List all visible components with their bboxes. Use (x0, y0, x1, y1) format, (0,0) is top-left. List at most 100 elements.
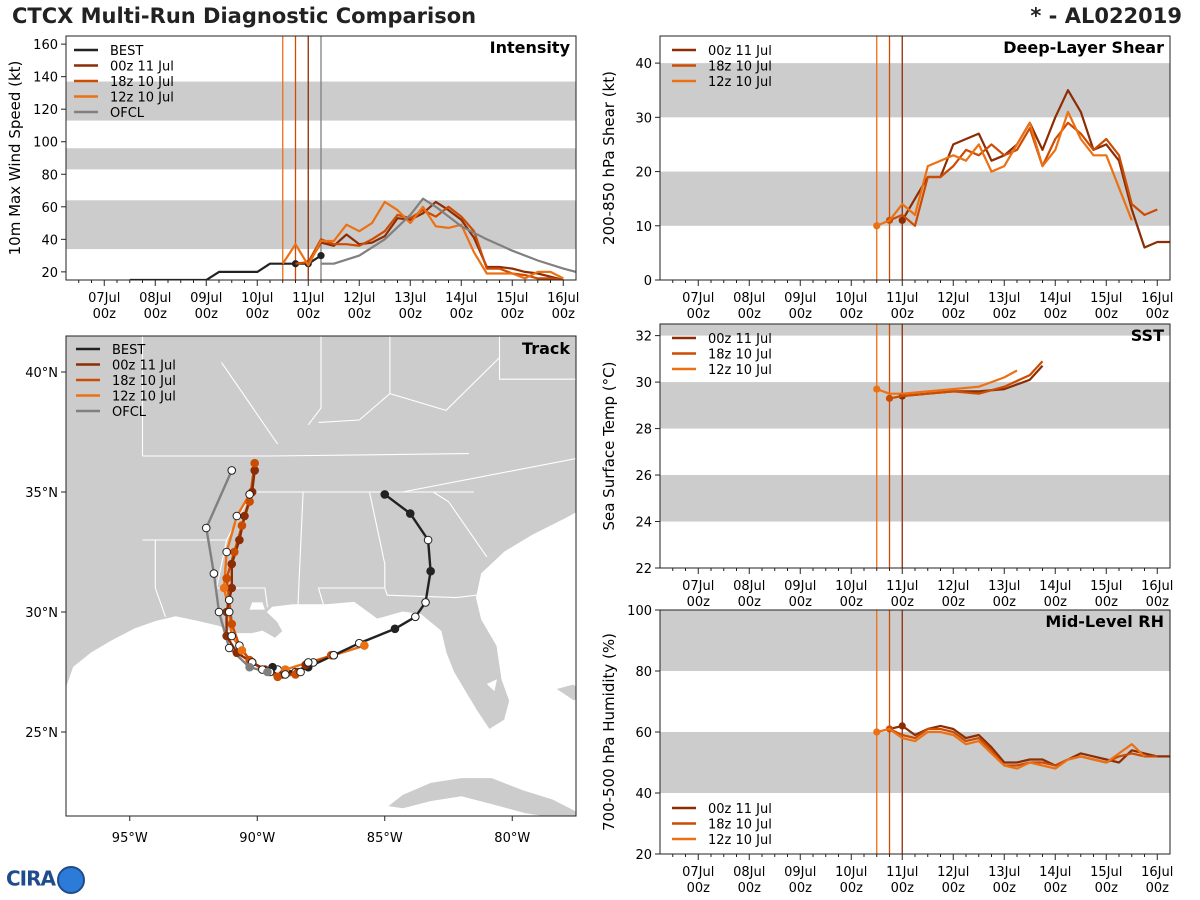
x-tick-label: 07Jul (682, 291, 714, 306)
x-tick-sublabel: 00z (891, 307, 915, 322)
track-point (390, 624, 400, 634)
state-border (498, 336, 576, 380)
x-tick-label: 12Jul (343, 291, 375, 306)
series-line-12z-10-jul (876, 727, 1146, 770)
bahamas-landmass (554, 683, 576, 702)
y-tick-label: 80 (41, 168, 58, 183)
track-point (250, 466, 259, 475)
legend-label: BEST (112, 343, 145, 358)
series-marker (873, 385, 881, 393)
track-point (224, 607, 234, 617)
x-tick-label: 10Jul (241, 291, 273, 306)
y-tick-label: 32 (635, 330, 652, 345)
shaded-band (660, 610, 1170, 671)
x-tick-sublabel: 00z (738, 881, 762, 896)
x-tick-label: 16Jul (1141, 579, 1173, 594)
x-tick-label: 09Jul (784, 865, 816, 880)
shear-chart: 01020304007Jul00z08Jul00z09Jul00z10Jul00… (600, 35, 1173, 322)
x-tick-sublabel: 00z (993, 307, 1017, 322)
state-border (154, 540, 167, 617)
shaded-band (660, 475, 1170, 522)
x-tick-sublabel: 00z (891, 595, 915, 610)
x-tick-sublabel: 00z (993, 881, 1017, 896)
legend-label: 18z 10 Jul (110, 75, 174, 90)
track-point (296, 667, 305, 677)
state-border (307, 336, 322, 426)
x-tick-label: 16Jul (1141, 865, 1173, 880)
track-point (230, 547, 239, 557)
x-tick-sublabel: 00z (840, 307, 864, 322)
track-point (224, 595, 234, 605)
colostate-globe-icon (57, 866, 85, 894)
x-tick-sublabel: 00z (1044, 881, 1068, 896)
x-tick-label: 15Jul (1090, 865, 1122, 880)
y-tick-label: 30 (635, 376, 652, 391)
x-tick-sublabel: 00z (297, 307, 321, 322)
x-tick-sublabel: 00z (144, 307, 168, 322)
series-line-best (129, 254, 322, 280)
y-tick-label: 20 (635, 166, 652, 181)
legend-label: 18z 10 Jul (708, 60, 772, 75)
track-point (201, 523, 211, 533)
series-line-00z-11-jul (307, 200, 564, 280)
lat-tick-label: 40°N (25, 366, 58, 381)
x-tick-label: 11Jul (886, 865, 918, 880)
series-line-18z-10-jul (295, 205, 564, 280)
x-tick-label: 08Jul (733, 865, 765, 880)
x-tick-label: 11Jul (886, 579, 918, 594)
x-tick-sublabel: 00z (1095, 881, 1119, 896)
lat-tick-label: 30°N (25, 606, 58, 621)
x-tick-label: 08Jul (733, 291, 765, 306)
x-tick-label: 16Jul (547, 291, 579, 306)
series-line-00z-11-jul (889, 724, 1170, 767)
y-tick-label: 40 (635, 787, 652, 802)
x-tick-label: 13Jul (394, 291, 426, 306)
legend-label: 00z 11 Jul (708, 802, 772, 817)
series-marker (873, 728, 881, 736)
state-border (215, 491, 253, 589)
x-tick-label: 09Jul (784, 291, 816, 306)
map-layer (66, 336, 576, 816)
track-point (240, 511, 249, 521)
lat-tick-label: 25°N (25, 726, 58, 741)
legend-label: 12z 10 Jul (110, 91, 174, 106)
x-tick-label: 11Jul (292, 291, 324, 306)
series-line-18z-10-jul (889, 727, 1158, 767)
series-group (129, 197, 576, 280)
series-line-12z-10-jul (876, 369, 1018, 395)
x-tick-sublabel: 00z (738, 307, 762, 322)
x-tick-sublabel: 00z (687, 307, 711, 322)
track-point (237, 646, 247, 655)
x-tick-sublabel: 00z (1095, 307, 1119, 322)
y-tick-label: 28 (635, 423, 652, 438)
track-point (224, 643, 234, 653)
series-line-00z-11-jul (901, 89, 1170, 249)
y-tick-label: 160 (33, 38, 58, 53)
state-border (221, 362, 279, 445)
track-point (245, 490, 254, 499)
track-point (232, 511, 242, 521)
track-map: 95°W 90°W 85°W 80°W 25°N 30°N 35°N 40°N Track BES… (25, 335, 577, 846)
y-tick-label: 100 (627, 604, 652, 619)
x-tick-label: 14Jul (1039, 865, 1071, 880)
x-tick-label: 11Jul (886, 291, 918, 306)
x-tick-sublabel: 00z (840, 595, 864, 610)
x-tick-label: 07Jul (682, 865, 714, 880)
track-point (263, 667, 272, 677)
state-border (297, 491, 304, 605)
y-tick-label: 80 (635, 665, 652, 680)
x-tick-sublabel: 00z (195, 307, 219, 322)
legend-label: 12z 10 Jul (112, 390, 176, 405)
lake-okeechobee (486, 679, 497, 692)
legend-label: 00z 11 Jul (112, 359, 176, 374)
track-point (227, 559, 237, 569)
x-tick-label: 16Jul (1141, 291, 1173, 306)
x-tick-label: 10Jul (835, 291, 867, 306)
legend-label: 12z 10 Jul (708, 363, 772, 378)
x-tick-sublabel: 00z (891, 881, 915, 896)
x-tick-sublabel: 00z (1146, 881, 1170, 896)
y-tick-label: 60 (635, 726, 652, 741)
panel-title: Deep-Layer Shear (1003, 38, 1164, 57)
x-tick-label: 12Jul (937, 579, 969, 594)
